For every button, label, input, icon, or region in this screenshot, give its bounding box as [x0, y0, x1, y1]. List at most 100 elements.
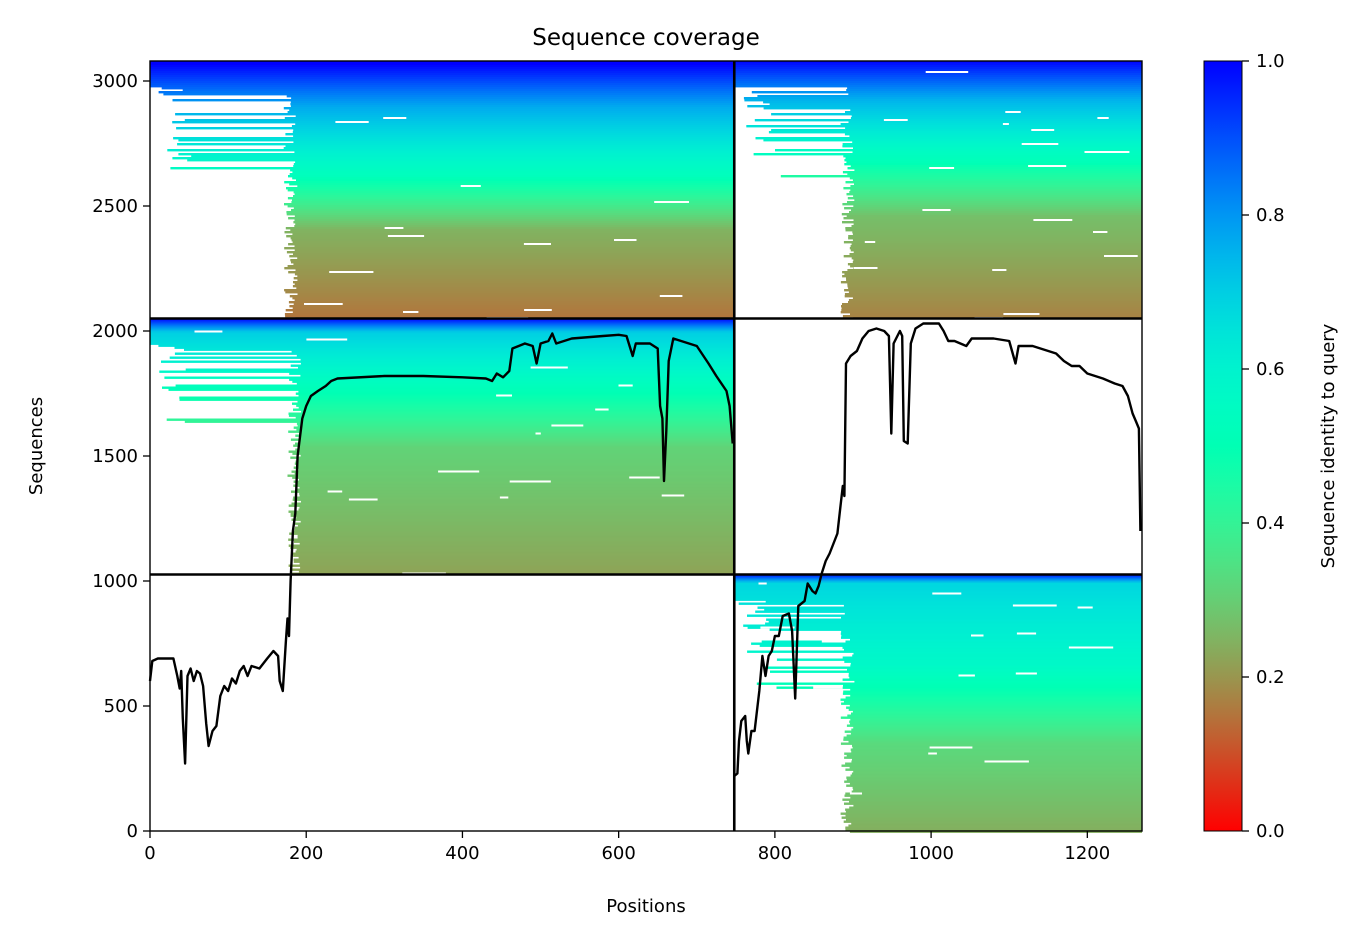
y-axis-ticks: 0 500 1000 1500 2000 2500 3000 [92, 71, 150, 842]
coverage-row [293, 207, 735, 210]
coverage-row [841, 764, 1142, 767]
coverage-row [296, 404, 735, 407]
coverage-row [751, 91, 1142, 94]
coverage-row [290, 101, 735, 104]
coverage-row [293, 135, 735, 138]
coverage-row [850, 796, 1142, 799]
coverage-row [844, 802, 1142, 805]
coverage-row [854, 680, 1142, 683]
coverage-row [841, 305, 1142, 308]
coverage-row [293, 129, 735, 132]
coverage-row [285, 309, 735, 312]
coverage-row [852, 746, 1142, 749]
coverage-row [734, 588, 1142, 591]
coverage-row [293, 426, 735, 429]
coverage-row [747, 105, 1142, 108]
coverage-gap [760, 626, 795, 629]
coverage-row [298, 406, 735, 409]
coverage-row [294, 472, 735, 475]
coverage-row [852, 744, 1142, 747]
coverage-row [293, 408, 735, 411]
coverage-row [150, 67, 735, 70]
coverage-row [842, 221, 1142, 224]
coverage-row [285, 315, 735, 318]
coverage-block-top-left [150, 61, 735, 320]
coverage-gap [304, 303, 343, 306]
coverage-row [851, 257, 1142, 260]
coverage-row [848, 672, 1142, 675]
coverage-row [757, 606, 1142, 609]
coverage-row [842, 145, 1142, 148]
y-tick-label: 0 [127, 821, 138, 842]
coverage-row [290, 514, 735, 517]
coverage-gap [595, 408, 609, 411]
coverage-row [162, 386, 735, 389]
coverage-row [287, 205, 735, 208]
coverage-row [298, 468, 735, 471]
coverage-row [184, 119, 735, 122]
coverage-row [746, 125, 1142, 128]
coverage-row [185, 368, 735, 371]
coverage-row [291, 470, 735, 473]
coverage-row [172, 121, 735, 124]
coverage-row [293, 165, 735, 168]
coverage-row [842, 692, 1142, 695]
coverage-row [161, 360, 735, 363]
coverage-row [150, 61, 735, 64]
coverage-row [769, 103, 1142, 106]
coverage-row [296, 354, 735, 357]
coverage-row [170, 167, 735, 170]
coverage-row [293, 560, 735, 563]
coverage-row [287, 111, 735, 114]
coverage-row [853, 195, 1142, 198]
coverage-gap [821, 640, 846, 643]
coverage-row [840, 311, 1142, 314]
coverage-row [844, 295, 1142, 298]
coverage-row [849, 211, 1142, 214]
coverage-row [776, 686, 1142, 689]
coverage-row [841, 307, 1142, 310]
coverage-gap [523, 243, 551, 246]
x-tick-label: 400 [445, 843, 479, 864]
coverage-row [290, 546, 735, 549]
coverage-row [300, 362, 735, 365]
coverage-row [290, 105, 735, 108]
coverage-row [747, 626, 1142, 629]
coverage-row [738, 602, 1142, 605]
coverage-row [845, 808, 1142, 811]
coverage-row [850, 117, 1142, 120]
coverage-row [734, 81, 1142, 84]
coverage-row [150, 75, 735, 78]
coverage-gap [925, 71, 969, 74]
coverage-row [298, 458, 735, 461]
coverage-row [845, 792, 1142, 795]
coverage-row [293, 263, 735, 266]
coverage-row [734, 582, 1142, 585]
coverage-gap [1068, 646, 1114, 649]
coverage-row [291, 502, 735, 505]
coverage-row [853, 788, 1142, 791]
coverage-row [841, 634, 1142, 637]
coverage-row [295, 442, 735, 445]
coverage-row [848, 740, 1142, 743]
coverage-row [284, 181, 735, 184]
coverage-row [286, 235, 735, 238]
coverage-gap [1084, 151, 1130, 154]
coverage-row [849, 782, 1142, 785]
coverage-row [850, 245, 1142, 248]
colorbar-gradient [1203, 60, 1243, 832]
coverage-row [150, 83, 735, 86]
coverage-row [849, 720, 1142, 723]
coverage-row [295, 550, 735, 553]
coverage-row [298, 366, 735, 369]
coverage-row [842, 646, 1142, 649]
x-tick-label: 600 [601, 843, 635, 864]
coverage-row [845, 229, 1142, 232]
coverage-row [293, 484, 735, 487]
coverage-row [846, 818, 1142, 821]
coverage-row [288, 412, 735, 415]
coverage-row [291, 568, 735, 571]
coverage-row [292, 452, 735, 455]
coverage-row [844, 133, 1142, 136]
coverage-row [299, 562, 735, 565]
